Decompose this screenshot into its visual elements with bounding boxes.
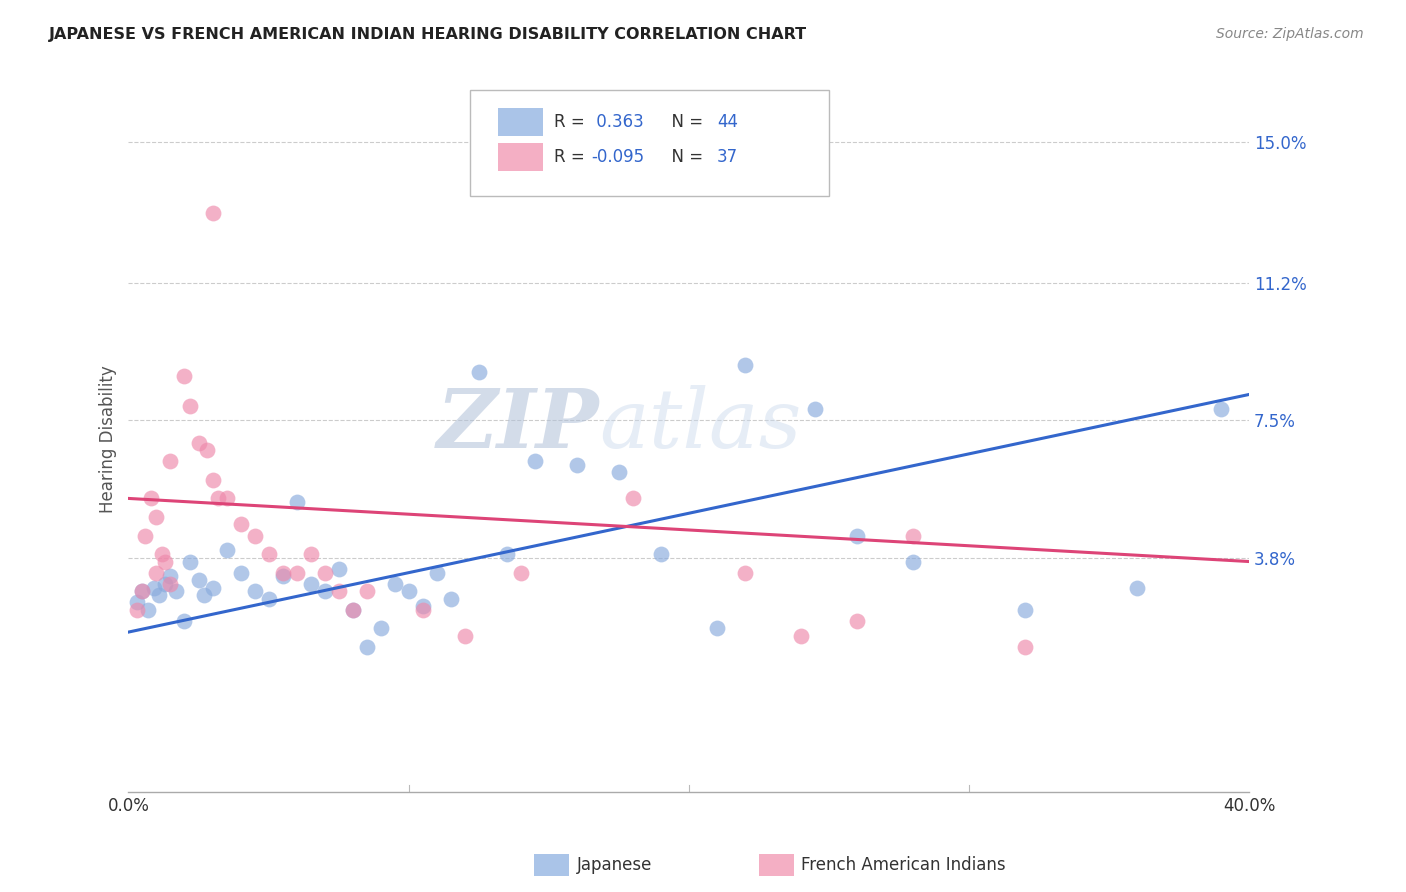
Point	[271, 569, 294, 583]
Point	[125, 603, 148, 617]
Point	[145, 566, 167, 580]
Point	[314, 584, 336, 599]
Point	[412, 603, 434, 617]
Point	[342, 603, 364, 617]
Point	[201, 473, 224, 487]
Point	[215, 491, 238, 506]
Point	[173, 368, 195, 383]
Point	[195, 443, 218, 458]
Point	[1014, 603, 1036, 617]
Text: N =: N =	[661, 148, 709, 166]
Point	[131, 584, 153, 599]
Point	[607, 466, 630, 480]
Point	[201, 205, 224, 219]
Text: R =: R =	[554, 112, 591, 130]
Point	[328, 562, 350, 576]
Y-axis label: Hearing Disability: Hearing Disability	[100, 365, 117, 513]
Text: 44: 44	[717, 112, 738, 130]
Point	[165, 584, 187, 599]
Point	[384, 576, 406, 591]
Point	[131, 584, 153, 599]
FancyBboxPatch shape	[498, 108, 543, 136]
Point	[314, 566, 336, 580]
Point	[142, 581, 165, 595]
Point	[179, 555, 201, 569]
Point	[370, 621, 392, 635]
Point	[257, 547, 280, 561]
Point	[285, 495, 308, 509]
Point	[229, 566, 252, 580]
Point	[621, 491, 644, 506]
Point	[159, 576, 181, 591]
Point	[207, 491, 229, 506]
Point	[495, 547, 517, 561]
Point	[153, 555, 176, 569]
Point	[229, 517, 252, 532]
Point	[1209, 402, 1232, 417]
Point	[145, 510, 167, 524]
Point	[153, 576, 176, 591]
Text: French American Indians: French American Indians	[801, 856, 1007, 874]
Text: Japanese: Japanese	[576, 856, 652, 874]
Point	[243, 528, 266, 542]
Point	[187, 435, 209, 450]
Point	[398, 584, 420, 599]
Point	[509, 566, 531, 580]
Point	[243, 584, 266, 599]
Point	[734, 358, 756, 372]
Point	[201, 581, 224, 595]
Point	[565, 458, 588, 472]
Point	[328, 584, 350, 599]
Text: N =: N =	[661, 112, 709, 130]
Point	[426, 566, 449, 580]
Text: Source: ZipAtlas.com: Source: ZipAtlas.com	[1216, 27, 1364, 41]
Point	[467, 365, 489, 379]
Point	[173, 614, 195, 628]
Point	[159, 569, 181, 583]
Point	[901, 528, 924, 542]
Text: R =: R =	[554, 148, 591, 166]
Point	[125, 595, 148, 609]
Text: -0.095: -0.095	[592, 148, 644, 166]
Point	[215, 543, 238, 558]
Text: atlas: atlas	[599, 385, 801, 465]
Point	[440, 591, 463, 606]
Point	[901, 555, 924, 569]
Point	[804, 402, 827, 417]
Point	[453, 629, 475, 643]
Point	[299, 576, 322, 591]
Point	[150, 547, 173, 561]
Text: ZIP: ZIP	[436, 385, 599, 465]
Point	[356, 584, 378, 599]
Point	[412, 599, 434, 613]
Point	[734, 566, 756, 580]
Point	[193, 588, 215, 602]
Point	[845, 528, 868, 542]
Point	[136, 603, 159, 617]
Point	[790, 629, 813, 643]
Point	[342, 603, 364, 617]
Point	[257, 591, 280, 606]
Point	[271, 566, 294, 580]
Point	[139, 491, 162, 506]
FancyBboxPatch shape	[470, 90, 828, 195]
Point	[179, 399, 201, 413]
Point	[845, 614, 868, 628]
Point	[523, 454, 546, 468]
Point	[706, 621, 728, 635]
FancyBboxPatch shape	[498, 143, 543, 171]
Point	[285, 566, 308, 580]
Point	[1126, 581, 1149, 595]
Point	[1014, 640, 1036, 654]
Point	[187, 573, 209, 587]
Point	[356, 640, 378, 654]
Text: 37: 37	[717, 148, 738, 166]
Text: JAPANESE VS FRENCH AMERICAN INDIAN HEARING DISABILITY CORRELATION CHART: JAPANESE VS FRENCH AMERICAN INDIAN HEARI…	[49, 27, 807, 42]
Point	[650, 547, 672, 561]
Point	[134, 528, 156, 542]
Point	[159, 454, 181, 468]
Point	[148, 588, 170, 602]
Text: 0.363: 0.363	[592, 112, 644, 130]
Point	[299, 547, 322, 561]
